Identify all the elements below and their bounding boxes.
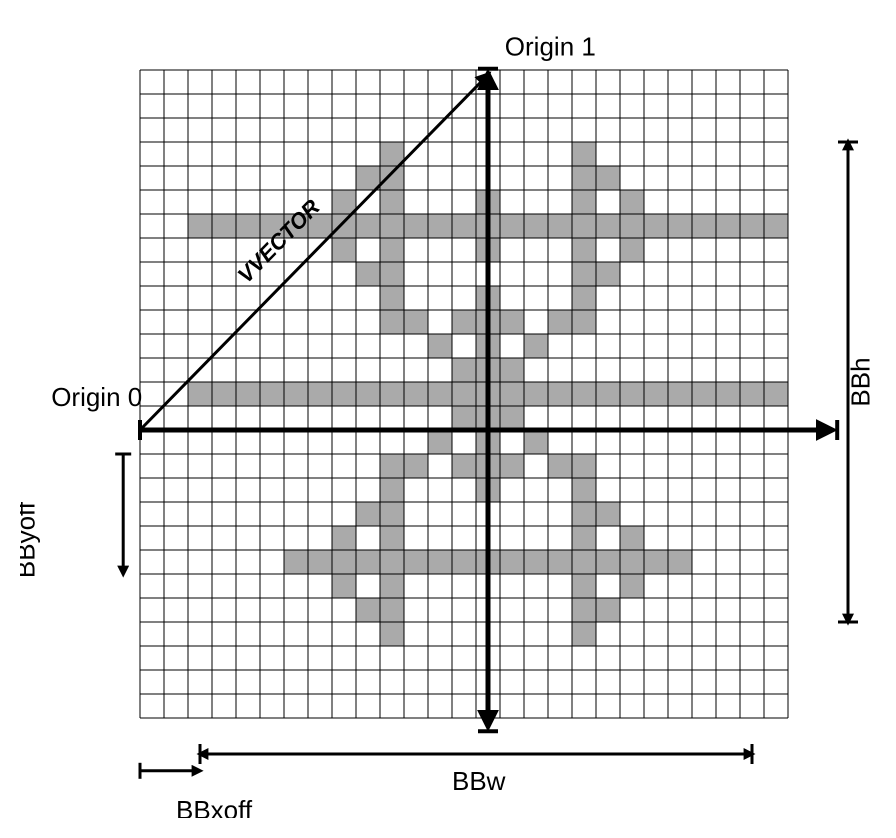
origin-1-label: Origin 1 xyxy=(505,32,596,62)
bbw-label: BBw xyxy=(452,766,506,796)
bitmap-metrics-diagram: VVECTOROrigin 1Origin 0BByoffBBxoffBBwBB… xyxy=(20,20,888,818)
bbyoff-label: BByoff xyxy=(20,501,40,578)
bbxoff-label: BBxoff xyxy=(176,795,253,818)
bbh-label: BBh xyxy=(846,357,876,406)
origin-0-label: Origin 0 xyxy=(51,382,142,412)
